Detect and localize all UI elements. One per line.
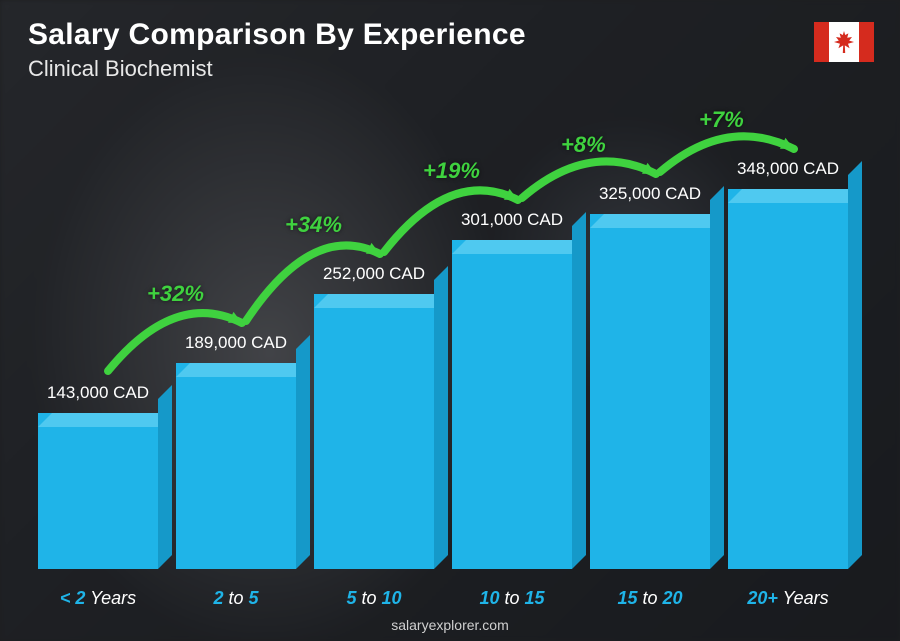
bar-slot: 301,000 CAD	[452, 100, 572, 569]
chart-title: Salary Comparison By Experience	[28, 18, 526, 52]
footer-attribution: salaryexplorer.com	[0, 617, 900, 633]
flag-red-left	[814, 22, 829, 62]
x-axis-label: 20+ Years	[728, 588, 848, 609]
chart-subtitle: Clinical Biochemist	[28, 56, 526, 82]
bar-side-face	[158, 385, 172, 569]
bars-container: 143,000 CAD 189,000 CAD 252,000 CAD 301,…	[38, 100, 848, 569]
x-axis-label: 5 to 10	[314, 588, 434, 609]
bar-front-face	[728, 189, 848, 569]
bar	[452, 240, 572, 569]
bar-slot: 143,000 CAD	[38, 100, 158, 569]
bar-front-face	[452, 240, 572, 569]
bar-side-face	[710, 186, 724, 569]
chart-area: 143,000 CAD 189,000 CAD 252,000 CAD 301,…	[38, 100, 848, 569]
bar-top-face	[314, 294, 448, 308]
bar-value-label: 348,000 CAD	[737, 159, 839, 179]
bar-side-face	[572, 212, 586, 569]
bar-side-face	[296, 335, 310, 569]
flag-white-mid	[829, 22, 859, 62]
bar-value-label: 143,000 CAD	[47, 383, 149, 403]
content: Salary Comparison By Experience Clinical…	[0, 0, 900, 641]
x-axis-label: 10 to 15	[452, 588, 572, 609]
bar-front-face	[590, 214, 710, 569]
x-axis-labels: < 2 Years 2 to 5 5 to 10 10 to 15 15 to 20 20…	[38, 588, 848, 609]
bar-value-label: 252,000 CAD	[323, 264, 425, 284]
x-axis-label: 2 to 5	[176, 588, 296, 609]
bar	[728, 189, 848, 569]
bar-side-face	[848, 161, 862, 569]
bar	[38, 413, 158, 569]
bar-top-face	[38, 413, 172, 427]
bar-top-face	[176, 363, 310, 377]
bar-front-face	[314, 294, 434, 569]
header: Salary Comparison By Experience Clinical…	[28, 18, 526, 82]
x-axis-label: < 2 Years	[38, 588, 158, 609]
bar	[314, 294, 434, 569]
flag-red-right	[859, 22, 874, 62]
bar-value-label: 189,000 CAD	[185, 333, 287, 353]
bar-slot: 252,000 CAD	[314, 100, 434, 569]
country-flag	[814, 22, 874, 62]
bar	[176, 363, 296, 569]
bar-top-face	[728, 189, 862, 203]
bar-slot: 189,000 CAD	[176, 100, 296, 569]
bar-top-face	[452, 240, 586, 254]
bar-value-label: 325,000 CAD	[599, 184, 701, 204]
bar	[590, 214, 710, 569]
bar-slot: 348,000 CAD	[728, 100, 848, 569]
bar-slot: 325,000 CAD	[590, 100, 710, 569]
x-axis-label: 15 to 20	[590, 588, 710, 609]
maple-leaf-icon	[834, 31, 854, 53]
bar-front-face	[176, 363, 296, 569]
bar-front-face	[38, 413, 158, 569]
bar-side-face	[434, 266, 448, 569]
bar-top-face	[590, 214, 724, 228]
bar-value-label: 301,000 CAD	[461, 210, 563, 230]
